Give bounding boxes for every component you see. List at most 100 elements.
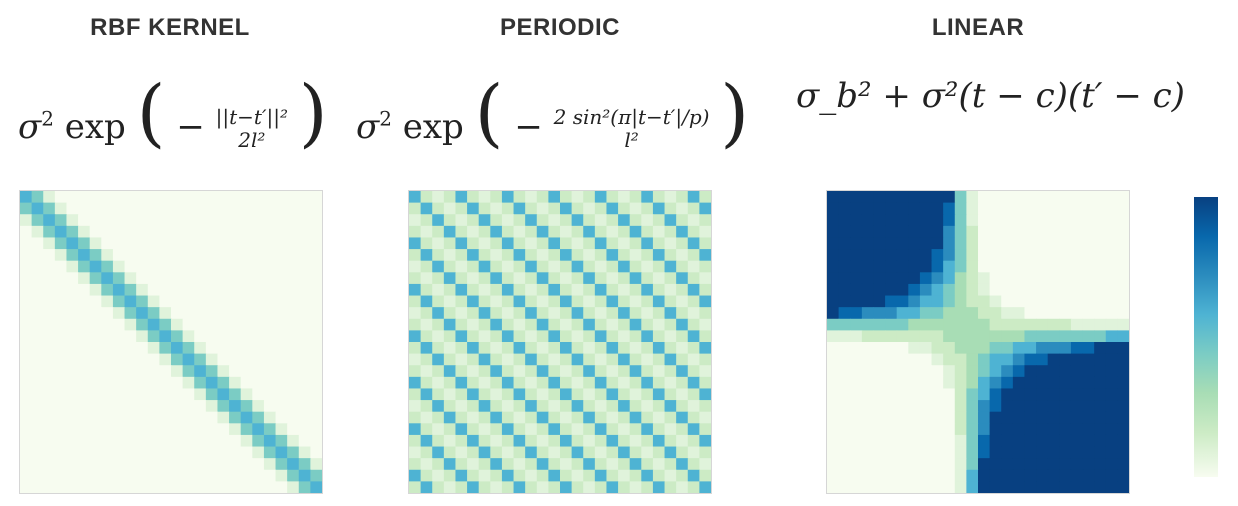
rbf-formula: σ2 exp ( − ||t−t′||² 2l² ): [18, 76, 328, 166]
periodic-title: PERIODIC: [499, 14, 620, 41]
heatmap-cell: [20, 237, 33, 250]
heatmap-cell: [1012, 400, 1025, 413]
heatmap-cell: [919, 295, 933, 308]
heatmap-cell: [205, 272, 218, 285]
heatmap-cell: [240, 307, 253, 320]
heatmap-cell: [20, 342, 33, 355]
heatmap-cell: [298, 214, 311, 227]
heatmap-cell: [525, 283, 538, 297]
heatmap-cell: [66, 388, 79, 401]
heatmap-cell: [490, 365, 503, 378]
heatmap-cell: [420, 376, 433, 389]
heatmap-cell: [966, 353, 979, 366]
heatmap-cell: [1117, 214, 1129, 227]
heatmap-cell: [606, 388, 619, 401]
heatmap-cell: [989, 434, 1002, 448]
heatmap-cell: [78, 272, 91, 285]
heatmap-cell: [1036, 318, 1049, 331]
heatmap-cell: [1059, 365, 1072, 378]
heatmap-cell: [287, 249, 300, 262]
heatmap-cell: [1012, 214, 1025, 227]
heatmap-cell: [687, 330, 700, 343]
heatmap-cell: [931, 307, 944, 320]
heatmap-cell: [501, 342, 515, 355]
heatmap-cell: [310, 307, 322, 320]
heatmap-cell: [908, 249, 921, 262]
heatmap-cell: [443, 434, 456, 448]
heatmap-cell: [263, 214, 277, 227]
heatmap-cell: [861, 353, 874, 366]
heatmap-cell: [229, 481, 242, 493]
heatmap-cell: [1094, 295, 1107, 308]
rbf-heatmap: [19, 190, 323, 494]
heatmap-cell: [1047, 411, 1060, 424]
heatmap-cell: [838, 191, 851, 204]
heatmap-cell: [536, 260, 549, 273]
heatmap-cell: [252, 202, 265, 215]
heatmap-cell: [641, 214, 654, 227]
heatmap-cell: [954, 353, 967, 366]
heatmap-cell: [252, 388, 265, 401]
heatmap-cell: [432, 365, 445, 378]
heatmap-cell: [943, 434, 956, 448]
heatmap-cell: [455, 202, 468, 215]
heatmap-cell: [571, 365, 584, 378]
heatmap-cell: [861, 295, 874, 308]
heatmap-cell: [66, 260, 79, 273]
heatmap-cell: [548, 342, 561, 355]
heatmap-cell: [1070, 388, 1084, 401]
heatmap-cell: [432, 481, 445, 493]
heatmap-cell: [310, 202, 322, 215]
heatmap-cell: [298, 225, 311, 238]
heatmap-cell: [1024, 376, 1037, 389]
heatmap-cell: [1012, 330, 1025, 343]
heatmap-cell: [136, 237, 149, 250]
heatmap-cell: [606, 411, 619, 424]
heatmap-cell: [1082, 260, 1095, 273]
heatmap-cell: [205, 400, 218, 413]
heatmap-cell: [1059, 411, 1072, 424]
rbf-sigma-sq: 2: [41, 106, 54, 131]
heatmap-cell: [455, 388, 468, 401]
heatmap-cell: [699, 376, 711, 389]
heatmap-cell: [455, 458, 468, 471]
heatmap-cell: [66, 411, 79, 424]
heatmap-cell: [467, 400, 480, 413]
heatmap-cell: [1012, 295, 1025, 308]
heatmap-cell: [240, 469, 253, 482]
heatmap-cell: [182, 376, 195, 389]
heatmap-cell: [275, 225, 288, 238]
heatmap-cell: [931, 214, 944, 227]
heatmap-cell: [432, 295, 445, 308]
heatmap-cell: [229, 318, 242, 331]
heatmap-cell: [31, 237, 44, 250]
heatmap-cell: [112, 191, 126, 204]
heatmap-cell: [205, 411, 218, 424]
heatmap-cell: [861, 283, 874, 297]
heatmap-cell: [861, 214, 874, 227]
heatmap-cell: [1094, 283, 1107, 297]
heatmap-cell: [1059, 307, 1072, 320]
heatmap-cell: [838, 353, 851, 366]
heatmap-cell: [618, 353, 631, 366]
heatmap-cell: [606, 353, 619, 366]
heatmap-cell: [676, 225, 689, 238]
heatmap-cell: [78, 260, 91, 273]
heatmap-cell: [182, 365, 195, 378]
heatmap-cell: [171, 353, 184, 366]
heatmap-cell: [943, 423, 956, 436]
heatmap-cell: [54, 411, 67, 424]
rbf-denominator: 2l²: [238, 128, 266, 152]
heatmap-cell: [275, 295, 288, 308]
heatmap-cell: [513, 272, 526, 285]
heatmap-cell: [548, 423, 561, 436]
heatmap-cell: [1117, 434, 1129, 448]
heatmap-cell: [31, 318, 44, 331]
heatmap-cell: [20, 469, 33, 482]
heatmap-cell: [652, 249, 666, 262]
heatmap-cell: [89, 225, 102, 238]
heatmap-cell: [896, 376, 909, 389]
heatmap-cell: [850, 376, 863, 389]
heatmap-cell: [676, 365, 689, 378]
heatmap-cell: [525, 237, 538, 250]
